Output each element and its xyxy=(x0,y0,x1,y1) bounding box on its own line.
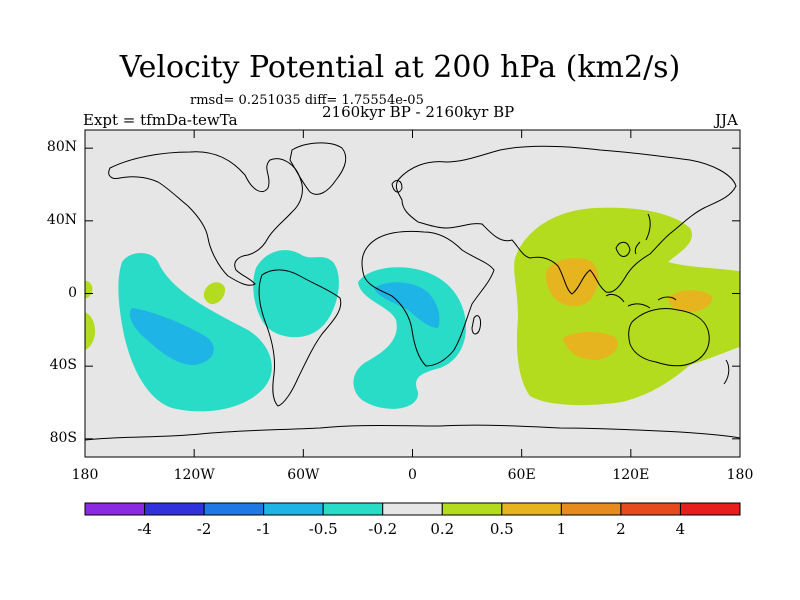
colorbar-label: -0.2 xyxy=(368,520,398,538)
region-dateline-positive-south xyxy=(85,312,96,350)
lat-tick-label: 80S xyxy=(49,429,77,446)
colorbar-swatch xyxy=(560,502,622,516)
rmsd-line: rmsd= 0.251035 diff= 1.75554e-05 xyxy=(190,93,424,108)
axis-ticks xyxy=(84,130,741,457)
colorbar-swatch xyxy=(679,502,741,516)
colorbar-swatch xyxy=(382,502,443,516)
colorbar-label: 1 xyxy=(556,520,567,538)
lat-tick-label: 40S xyxy=(49,357,77,374)
australia-coast xyxy=(628,308,710,367)
region-dateline-positive-north xyxy=(85,280,93,299)
lon-tick-label: 60W xyxy=(287,467,320,483)
north-america-coast xyxy=(108,151,303,286)
lon-tick-label: 60E xyxy=(507,467,536,483)
colorbar-swatch xyxy=(620,502,681,516)
colorbar-swatch xyxy=(144,502,205,516)
colorbar-label: -1 xyxy=(256,520,271,538)
chart-title: Velocity Potential at 200 hPa (km2/s) xyxy=(119,50,681,85)
region-indian-ocean-core xyxy=(563,332,618,360)
lon-tick-label: 180 xyxy=(726,467,754,483)
region-south-asia-core xyxy=(545,258,599,307)
lon-tick-label: 0 xyxy=(408,467,417,483)
period-label: 2160kyr BP - 2160kyr BP xyxy=(322,103,515,121)
antarctica-coast xyxy=(85,424,740,441)
colorbar-swatch xyxy=(263,502,324,516)
colorbar-label: -0.5 xyxy=(308,520,338,538)
lat-tick-label: 40N xyxy=(46,211,77,228)
colorbar-label: 0.5 xyxy=(489,520,514,538)
colorbar-swatch xyxy=(501,502,562,516)
region-asia-indian-ocean-positive xyxy=(514,207,740,406)
lat-tick-label: 80N xyxy=(46,139,77,156)
region-pacific-small-positive xyxy=(203,282,226,305)
experiment-label: Expt = tfmDa-tewTa xyxy=(83,111,238,129)
colorbar-swatch xyxy=(84,502,146,516)
colorbar-label: 2 xyxy=(616,520,626,538)
season-label: JJA xyxy=(715,111,738,129)
colorbar-swatch xyxy=(322,502,384,516)
africa-coast xyxy=(361,230,495,367)
lon-tick-label: 120W xyxy=(173,467,215,483)
coastlines xyxy=(85,142,740,441)
lon-tick-label: 120E xyxy=(612,467,650,483)
europe-asia-coast xyxy=(395,145,737,295)
british-isles xyxy=(391,180,403,193)
region-south-america-negative xyxy=(253,250,339,338)
contour-fields xyxy=(85,142,740,441)
colorbar-label: -4 xyxy=(137,520,152,538)
colorbar-label: 0.2 xyxy=(430,520,455,538)
japan-islands xyxy=(634,213,651,255)
lon-tick-label: 180 xyxy=(71,467,99,483)
region-atlantic-core xyxy=(374,282,440,328)
madagascar-coast xyxy=(471,315,481,335)
indonesia-islands xyxy=(605,241,677,309)
south-america-coast xyxy=(258,269,342,407)
colorbar-swatch xyxy=(203,502,265,516)
greenland-coast xyxy=(289,142,347,195)
region-central-pacific-core xyxy=(129,308,214,366)
new-zealand-coast xyxy=(723,359,730,385)
region-new-guinea-core xyxy=(668,290,713,312)
colorbar-label: -2 xyxy=(196,520,212,538)
colorbar-label: 4 xyxy=(675,520,686,538)
lat-tick-label: 0 xyxy=(68,284,77,301)
colorbar xyxy=(84,502,741,516)
region-atlantic-africa-negative xyxy=(353,267,466,409)
colorbar-swatch xyxy=(441,502,503,516)
